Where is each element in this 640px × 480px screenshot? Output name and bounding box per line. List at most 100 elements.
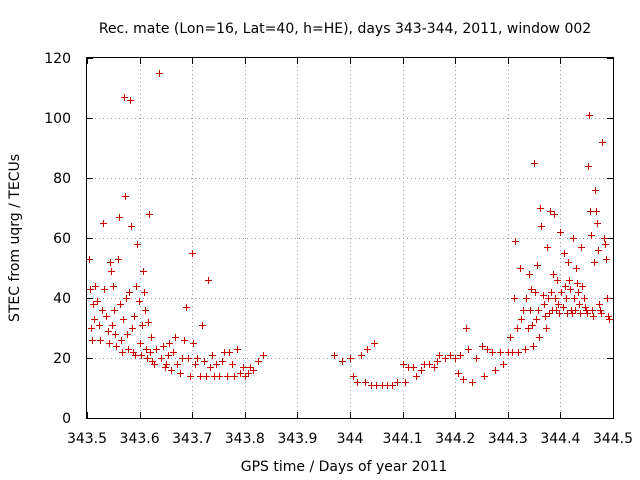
data-point xyxy=(586,112,593,119)
data-point xyxy=(339,358,346,365)
data-point xyxy=(91,316,98,323)
data-point xyxy=(544,244,551,251)
data-point xyxy=(127,97,134,104)
data-point xyxy=(89,337,96,344)
data-point xyxy=(402,379,409,386)
data-point xyxy=(108,268,115,275)
data-point xyxy=(578,244,585,251)
data-point xyxy=(526,271,533,278)
data-point xyxy=(431,364,438,371)
data-point xyxy=(500,361,507,368)
data-point xyxy=(566,277,573,284)
data-point xyxy=(457,352,464,359)
data-point xyxy=(213,361,220,368)
data-point xyxy=(442,355,449,362)
data-point xyxy=(201,358,208,365)
grid-lines xyxy=(87,58,613,418)
data-point xyxy=(109,322,116,329)
data-point xyxy=(520,307,527,314)
data-point xyxy=(515,349,522,356)
data-point xyxy=(229,361,236,368)
data-point xyxy=(517,265,524,272)
y-tick-label: 80 xyxy=(53,171,71,187)
data-point xyxy=(145,319,152,326)
data-point xyxy=(86,256,93,263)
data-point xyxy=(371,340,378,347)
data-point xyxy=(147,349,154,356)
data-point xyxy=(584,310,591,317)
y-tick-label: 0 xyxy=(62,411,71,427)
x-tick-label: 343.9 xyxy=(277,431,317,447)
data-point xyxy=(553,307,560,314)
data-point xyxy=(540,292,547,299)
data-point xyxy=(160,343,167,350)
data-point xyxy=(110,283,117,290)
data-point xyxy=(465,346,472,353)
data-point xyxy=(364,346,371,353)
data-point xyxy=(489,349,496,356)
data-point xyxy=(562,283,569,290)
data-point xyxy=(558,289,565,296)
x-tick-label: 344 xyxy=(337,431,364,447)
data-point xyxy=(174,361,181,368)
data-point xyxy=(165,352,172,359)
data-point xyxy=(122,193,129,200)
data-point xyxy=(142,307,149,314)
data-point xyxy=(576,301,583,308)
data-point xyxy=(579,283,586,290)
data-point xyxy=(138,352,145,359)
data-point xyxy=(534,262,541,269)
data-point xyxy=(575,289,582,296)
data-point xyxy=(358,352,365,359)
data-point xyxy=(561,250,568,257)
data-point xyxy=(146,211,153,218)
data-point xyxy=(570,235,577,242)
data-point xyxy=(99,307,106,314)
data-point xyxy=(136,298,143,305)
data-point xyxy=(605,313,612,320)
data-point xyxy=(120,316,127,323)
data-point xyxy=(350,373,357,380)
y-tick-label: 120 xyxy=(44,51,71,67)
data-point xyxy=(582,304,589,311)
data-point xyxy=(537,205,544,212)
data-point xyxy=(572,307,579,314)
data-point xyxy=(260,352,267,359)
x-tick-label: 343.7 xyxy=(172,431,212,447)
data-point xyxy=(592,187,599,194)
data-point xyxy=(162,364,169,371)
data-point xyxy=(460,376,467,383)
data-point xyxy=(538,223,545,230)
data-point xyxy=(101,286,108,293)
data-point xyxy=(389,382,396,389)
data-point xyxy=(126,289,133,296)
data-point xyxy=(551,211,558,218)
data-point xyxy=(547,208,554,215)
data-point xyxy=(139,322,146,329)
y-tick-label: 20 xyxy=(53,351,71,367)
data-point xyxy=(481,373,488,380)
data-point xyxy=(492,367,499,374)
data-point xyxy=(255,358,262,365)
data-point xyxy=(556,310,563,317)
data-point xyxy=(532,289,539,296)
data-point xyxy=(189,250,196,257)
data-point xyxy=(546,310,553,317)
data-point xyxy=(563,295,570,302)
data-point xyxy=(123,295,130,302)
data-point xyxy=(203,373,210,380)
data-point xyxy=(606,316,613,323)
data-point xyxy=(550,271,557,278)
data-point xyxy=(604,295,611,302)
data-point xyxy=(557,229,564,236)
data-point xyxy=(522,346,529,353)
data-point xyxy=(525,325,532,332)
data-point xyxy=(434,358,441,365)
data-point xyxy=(119,349,126,356)
data-point xyxy=(88,325,95,332)
data-point xyxy=(523,295,530,302)
data-point xyxy=(583,307,590,314)
data-point xyxy=(541,301,548,308)
data-point xyxy=(590,313,597,320)
